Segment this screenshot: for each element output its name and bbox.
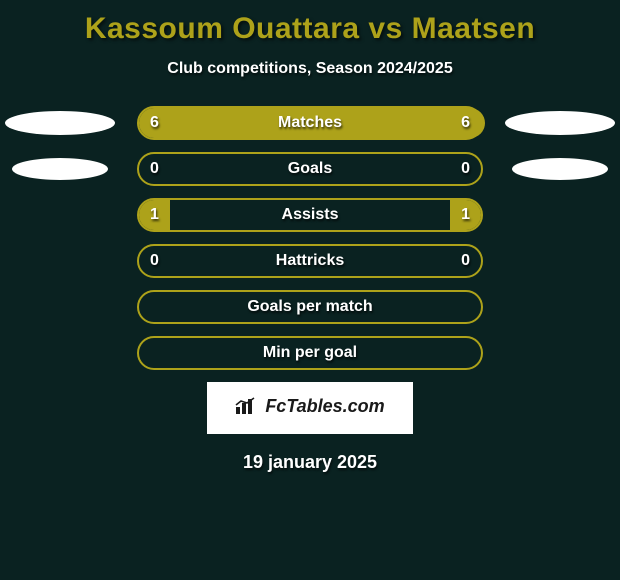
value-left: 1 xyxy=(150,206,159,224)
value-right: 0 xyxy=(461,252,470,270)
date-label: 19 january 2025 xyxy=(0,452,620,473)
badge-ellipse-left xyxy=(12,158,108,180)
stat-row: Matches 6 6 xyxy=(0,106,620,140)
bar-track: Goals per match xyxy=(137,290,483,324)
stat-row: Goals 0 0 xyxy=(0,152,620,186)
logo: FcTables.com xyxy=(0,382,620,434)
logo-text: FcTables.com xyxy=(265,396,384,416)
value-left: 0 xyxy=(150,252,159,270)
stat-label: Hattricks xyxy=(276,252,344,270)
stat-row: Goals per match xyxy=(0,290,620,324)
stat-label: Goals xyxy=(288,160,332,178)
stat-label: Assists xyxy=(282,206,339,224)
value-left: 6 xyxy=(150,114,159,132)
stat-row: Hattricks 0 0 xyxy=(0,244,620,278)
bar-track: Assists xyxy=(137,198,483,232)
comparison-chart: Matches66Goals00Assists11Hattricks00Goal… xyxy=(0,106,620,370)
bar-track: Hattricks xyxy=(137,244,483,278)
value-right: 1 xyxy=(461,206,470,224)
bar-track: Matches xyxy=(137,106,483,140)
bar-track: Min per goal xyxy=(137,336,483,370)
badge-ellipse-left xyxy=(5,111,115,135)
chart-icon xyxy=(235,397,257,420)
value-right: 6 xyxy=(461,114,470,132)
value-left: 0 xyxy=(150,160,159,178)
logo-inner: FcTables.com xyxy=(207,382,412,434)
page-title: Kassoum Ouattara vs Maatsen xyxy=(0,0,620,46)
stat-row: Min per goal xyxy=(0,336,620,370)
stat-label: Matches xyxy=(278,114,342,132)
value-right: 0 xyxy=(461,160,470,178)
stat-row: Assists 1 1 xyxy=(0,198,620,232)
bar-track: Goals xyxy=(137,152,483,186)
badge-ellipse-right xyxy=(505,111,615,135)
stat-label: Min per goal xyxy=(263,344,357,362)
stat-label: Goals per match xyxy=(247,298,372,316)
badge-ellipse-right xyxy=(512,158,608,180)
subtitle: Club competitions, Season 2024/2025 xyxy=(0,60,620,78)
